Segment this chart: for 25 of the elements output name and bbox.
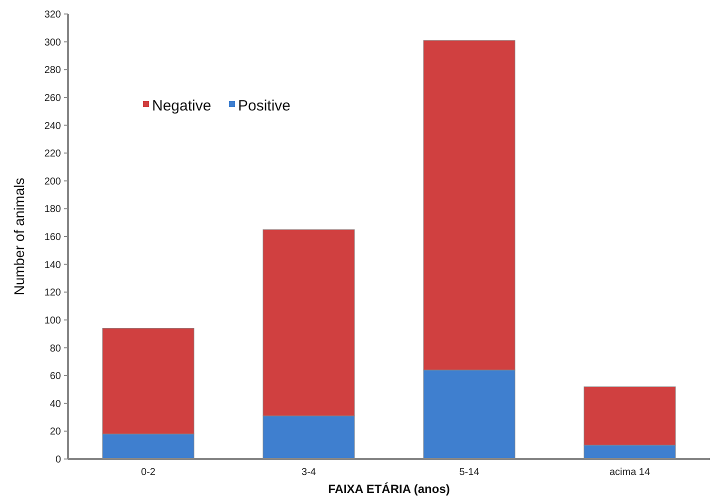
y-tick-label: 100 <box>44 315 62 326</box>
y-tick-label: 220 <box>44 148 62 160</box>
y-tick-label: 140 <box>44 260 62 271</box>
y-tick-label: 120 <box>44 288 62 299</box>
y-tick-label: 300 <box>44 37 62 48</box>
y-tick-label: 0 <box>55 454 62 466</box>
y-tick-label: 160 <box>44 232 62 243</box>
y-tick-label: 60 <box>50 371 62 382</box>
y-tick-label: 320 <box>44 10 62 20</box>
y-axis-title: Number of animals <box>11 178 27 296</box>
x-tick-label: 3-4 <box>302 467 316 478</box>
x-tick-label: acima 14 <box>609 467 650 478</box>
legend-label: Negative <box>152 97 212 114</box>
y-tick-label: 80 <box>50 343 62 354</box>
y-tick-label: 280 <box>44 65 62 76</box>
x-tick-label: 0-2 <box>141 467 156 478</box>
y-tick-label: 240 <box>44 120 62 132</box>
legend-label: Positive <box>238 97 291 114</box>
y-tick-label: 20 <box>50 426 62 438</box>
x-axis-title: FAIXA ETÁRIA (anos) <box>328 482 450 496</box>
y-tick-label: 200 <box>44 176 62 188</box>
y-tick-label: 180 <box>44 204 62 216</box>
x-tick-label: 5-14 <box>459 467 480 478</box>
y-tick-label: 40 <box>50 398 62 410</box>
y-tick-label: 260 <box>44 92 62 104</box>
